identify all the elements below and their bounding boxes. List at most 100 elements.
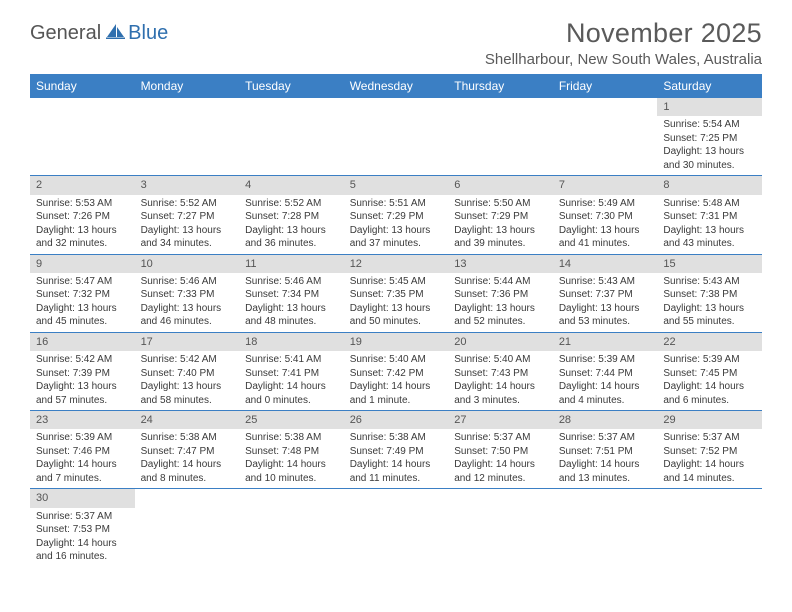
calendar-cell: 29Sunrise: 5:37 AMSunset: 7:52 PMDayligh…: [657, 411, 762, 489]
day-body: Sunrise: 5:37 AMSunset: 7:51 PMDaylight:…: [553, 429, 658, 488]
day-number: 29: [657, 411, 762, 429]
day-body: Sunrise: 5:38 AMSunset: 7:49 PMDaylight:…: [344, 429, 449, 488]
calendar-cell: 1Sunrise: 5:54 AMSunset: 7:25 PMDaylight…: [657, 98, 762, 176]
weekday-header: Tuesday: [239, 74, 344, 98]
day-body: Sunrise: 5:51 AMSunset: 7:29 PMDaylight:…: [344, 195, 449, 254]
calendar-head: SundayMondayTuesdayWednesdayThursdayFrid…: [30, 74, 762, 98]
calendar-cell: 14Sunrise: 5:43 AMSunset: 7:37 PMDayligh…: [553, 254, 658, 332]
day-number: 1: [657, 98, 762, 116]
day-number: 20: [448, 333, 553, 351]
day-number: 7: [553, 176, 658, 194]
calendar-cell: 19Sunrise: 5:40 AMSunset: 7:42 PMDayligh…: [344, 332, 449, 410]
logo-text-general: General: [30, 22, 101, 45]
calendar-body: 1Sunrise: 5:54 AMSunset: 7:25 PMDaylight…: [30, 98, 762, 567]
day-body: Sunrise: 5:40 AMSunset: 7:42 PMDaylight:…: [344, 351, 449, 410]
calendar-cell: 4Sunrise: 5:52 AMSunset: 7:28 PMDaylight…: [239, 176, 344, 254]
day-body: Sunrise: 5:38 AMSunset: 7:47 PMDaylight:…: [135, 429, 240, 488]
calendar-row: 2Sunrise: 5:53 AMSunset: 7:26 PMDaylight…: [30, 176, 762, 254]
day-body: Sunrise: 5:50 AMSunset: 7:29 PMDaylight:…: [448, 195, 553, 254]
day-number: 21: [553, 333, 658, 351]
calendar-cell: [344, 489, 449, 567]
calendar-cell: [135, 98, 240, 176]
weekday-header: Wednesday: [344, 74, 449, 98]
calendar-table: SundayMondayTuesdayWednesdayThursdayFrid…: [30, 74, 762, 567]
page: General Blue November 2025 Shellharbour,…: [0, 0, 792, 577]
calendar-cell: 23Sunrise: 5:39 AMSunset: 7:46 PMDayligh…: [30, 411, 135, 489]
calendar-cell: 27Sunrise: 5:37 AMSunset: 7:50 PMDayligh…: [448, 411, 553, 489]
weekday-header: Sunday: [30, 74, 135, 98]
calendar-cell: 21Sunrise: 5:39 AMSunset: 7:44 PMDayligh…: [553, 332, 658, 410]
calendar-row: 30Sunrise: 5:37 AMSunset: 7:53 PMDayligh…: [30, 489, 762, 567]
day-body: Sunrise: 5:46 AMSunset: 7:33 PMDaylight:…: [135, 273, 240, 332]
calendar-cell: 11Sunrise: 5:46 AMSunset: 7:34 PMDayligh…: [239, 254, 344, 332]
day-number: 4: [239, 176, 344, 194]
calendar-cell: 13Sunrise: 5:44 AMSunset: 7:36 PMDayligh…: [448, 254, 553, 332]
sail-icon: [104, 22, 126, 45]
day-body: Sunrise: 5:37 AMSunset: 7:50 PMDaylight:…: [448, 429, 553, 488]
calendar-cell: 8Sunrise: 5:48 AMSunset: 7:31 PMDaylight…: [657, 176, 762, 254]
calendar-cell: 9Sunrise: 5:47 AMSunset: 7:32 PMDaylight…: [30, 254, 135, 332]
day-number: 26: [344, 411, 449, 429]
day-number: 6: [448, 176, 553, 194]
calendar-cell: 25Sunrise: 5:38 AMSunset: 7:48 PMDayligh…: [239, 411, 344, 489]
day-body: Sunrise: 5:39 AMSunset: 7:45 PMDaylight:…: [657, 351, 762, 410]
header: General Blue November 2025 Shellharbour,…: [30, 18, 762, 68]
logo: General Blue: [30, 22, 168, 45]
day-number: 8: [657, 176, 762, 194]
day-number: 25: [239, 411, 344, 429]
calendar-cell: 5Sunrise: 5:51 AMSunset: 7:29 PMDaylight…: [344, 176, 449, 254]
calendar-cell: 7Sunrise: 5:49 AMSunset: 7:30 PMDaylight…: [553, 176, 658, 254]
calendar-cell: [30, 98, 135, 176]
day-number: 30: [30, 489, 135, 507]
day-number: 27: [448, 411, 553, 429]
calendar-cell: 18Sunrise: 5:41 AMSunset: 7:41 PMDayligh…: [239, 332, 344, 410]
day-body: Sunrise: 5:41 AMSunset: 7:41 PMDaylight:…: [239, 351, 344, 410]
day-body: Sunrise: 5:42 AMSunset: 7:39 PMDaylight:…: [30, 351, 135, 410]
calendar-cell: 17Sunrise: 5:42 AMSunset: 7:40 PMDayligh…: [135, 332, 240, 410]
calendar-cell: [239, 489, 344, 567]
day-number: 3: [135, 176, 240, 194]
weekday-header: Saturday: [657, 74, 762, 98]
day-body: Sunrise: 5:52 AMSunset: 7:28 PMDaylight:…: [239, 195, 344, 254]
day-number: 16: [30, 333, 135, 351]
calendar-cell: 3Sunrise: 5:52 AMSunset: 7:27 PMDaylight…: [135, 176, 240, 254]
day-number: 5: [344, 176, 449, 194]
calendar-cell: [553, 98, 658, 176]
calendar-cell: [344, 98, 449, 176]
day-body: Sunrise: 5:43 AMSunset: 7:38 PMDaylight:…: [657, 273, 762, 332]
title-block: November 2025 Shellharbour, New South Wa…: [485, 18, 762, 68]
calendar-cell: [657, 489, 762, 567]
calendar-row: 1Sunrise: 5:54 AMSunset: 7:25 PMDaylight…: [30, 98, 762, 176]
day-body: Sunrise: 5:46 AMSunset: 7:34 PMDaylight:…: [239, 273, 344, 332]
day-body: Sunrise: 5:52 AMSunset: 7:27 PMDaylight:…: [135, 195, 240, 254]
day-body: Sunrise: 5:37 AMSunset: 7:52 PMDaylight:…: [657, 429, 762, 488]
day-body: Sunrise: 5:37 AMSunset: 7:53 PMDaylight:…: [30, 508, 135, 567]
day-number: 11: [239, 255, 344, 273]
calendar-cell: 24Sunrise: 5:38 AMSunset: 7:47 PMDayligh…: [135, 411, 240, 489]
day-body: Sunrise: 5:47 AMSunset: 7:32 PMDaylight:…: [30, 273, 135, 332]
day-number: 15: [657, 255, 762, 273]
calendar-row: 9Sunrise: 5:47 AMSunset: 7:32 PMDaylight…: [30, 254, 762, 332]
calendar-cell: [239, 98, 344, 176]
calendar-cell: 28Sunrise: 5:37 AMSunset: 7:51 PMDayligh…: [553, 411, 658, 489]
day-body: Sunrise: 5:39 AMSunset: 7:46 PMDaylight:…: [30, 429, 135, 488]
day-body: Sunrise: 5:38 AMSunset: 7:48 PMDaylight:…: [239, 429, 344, 488]
day-number: 2: [30, 176, 135, 194]
day-number: 17: [135, 333, 240, 351]
logo-text-blue: Blue: [128, 22, 168, 45]
month-title: November 2025: [485, 18, 762, 49]
calendar-cell: [553, 489, 658, 567]
calendar-cell: 2Sunrise: 5:53 AMSunset: 7:26 PMDaylight…: [30, 176, 135, 254]
day-number: 14: [553, 255, 658, 273]
calendar-row: 23Sunrise: 5:39 AMSunset: 7:46 PMDayligh…: [30, 411, 762, 489]
day-number: 18: [239, 333, 344, 351]
calendar-cell: 16Sunrise: 5:42 AMSunset: 7:39 PMDayligh…: [30, 332, 135, 410]
weekday-header: Monday: [135, 74, 240, 98]
day-number: 12: [344, 255, 449, 273]
day-number: 22: [657, 333, 762, 351]
day-body: Sunrise: 5:53 AMSunset: 7:26 PMDaylight:…: [30, 195, 135, 254]
day-body: Sunrise: 5:39 AMSunset: 7:44 PMDaylight:…: [553, 351, 658, 410]
location: Shellharbour, New South Wales, Australia: [485, 51, 762, 68]
calendar-cell: [448, 489, 553, 567]
day-number: 23: [30, 411, 135, 429]
